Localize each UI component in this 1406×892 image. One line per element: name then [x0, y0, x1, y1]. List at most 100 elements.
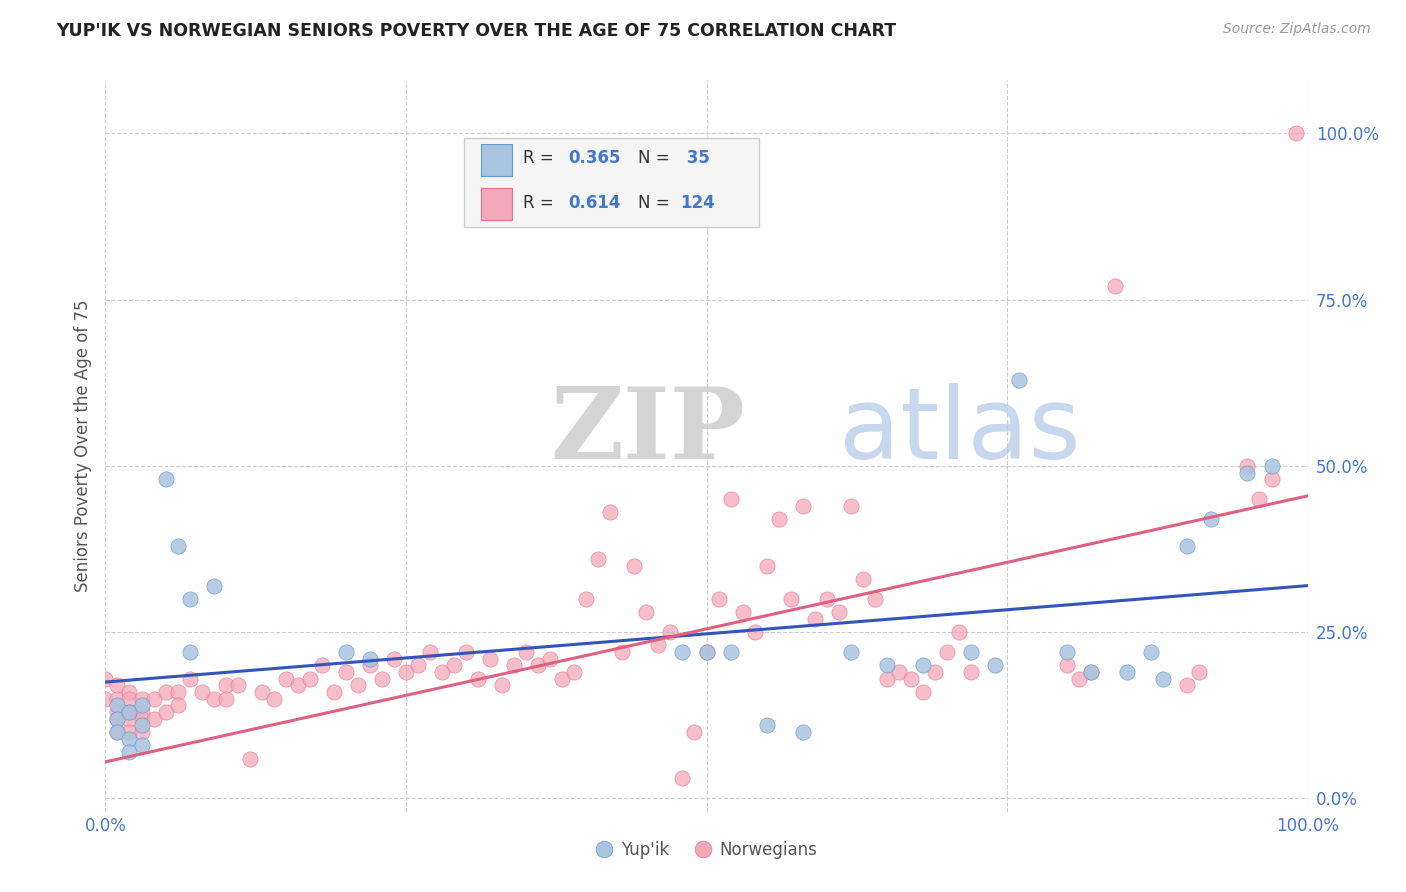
Point — [720, 645, 742, 659]
Point — [503, 658, 526, 673]
Point — [538, 652, 561, 666]
Point — [131, 725, 153, 739]
Point — [94, 691, 117, 706]
Point — [671, 645, 693, 659]
Point — [1152, 672, 1174, 686]
Point — [166, 698, 188, 713]
Text: N =: N = — [638, 149, 675, 167]
Point — [250, 685, 273, 699]
Point — [107, 712, 129, 726]
Point — [599, 506, 621, 520]
Point — [1056, 658, 1078, 673]
Text: 124: 124 — [681, 194, 716, 211]
Point — [863, 591, 886, 606]
Point — [911, 658, 934, 673]
Point — [142, 712, 165, 726]
Point — [94, 672, 117, 686]
Point — [1249, 492, 1271, 507]
Point — [214, 691, 236, 706]
Point — [155, 685, 177, 699]
Point — [1116, 665, 1139, 679]
Text: ZIP: ZIP — [550, 383, 745, 480]
Point — [454, 645, 477, 659]
Point — [960, 645, 983, 659]
Point — [491, 678, 513, 692]
Point — [430, 665, 453, 679]
Text: YUP'IK VS NORWEGIAN SENIORS POVERTY OVER THE AGE OF 75 CORRELATION CHART: YUP'IK VS NORWEGIAN SENIORS POVERTY OVER… — [56, 22, 897, 40]
Point — [779, 591, 801, 606]
Point — [226, 678, 249, 692]
Point — [887, 665, 910, 679]
Y-axis label: Seniors Poverty Over the Age of 75: Seniors Poverty Over the Age of 75 — [73, 300, 91, 592]
Point — [131, 712, 153, 726]
Point — [876, 658, 898, 673]
Point — [876, 672, 898, 686]
Point — [623, 558, 645, 573]
Point — [202, 579, 225, 593]
Point — [1236, 458, 1258, 473]
Point — [720, 492, 742, 507]
Point — [335, 645, 357, 659]
Point — [696, 645, 718, 659]
Point — [118, 691, 141, 706]
Point — [298, 672, 321, 686]
Point — [588, 552, 610, 566]
Point — [527, 658, 550, 673]
Point — [852, 572, 875, 586]
Point — [984, 658, 1007, 673]
Point — [118, 685, 141, 699]
Text: atlas: atlas — [839, 383, 1080, 480]
Point — [155, 705, 177, 719]
Point — [214, 678, 236, 692]
Point — [647, 639, 669, 653]
Point — [395, 665, 418, 679]
Point — [1056, 645, 1078, 659]
Text: R =: R = — [523, 194, 560, 211]
Point — [768, 512, 790, 526]
Point — [803, 612, 825, 626]
Point — [131, 705, 153, 719]
Point — [696, 645, 718, 659]
Point — [1260, 458, 1282, 473]
Point — [924, 665, 946, 679]
Text: R =: R = — [523, 149, 560, 167]
Point — [131, 691, 153, 706]
Point — [839, 645, 862, 659]
Point — [900, 672, 922, 686]
Point — [202, 691, 225, 706]
Point — [815, 591, 838, 606]
Point — [683, 725, 706, 739]
Point — [118, 705, 141, 719]
Point — [131, 738, 153, 752]
Point — [142, 691, 165, 706]
Point — [1188, 665, 1211, 679]
Point — [1175, 678, 1198, 692]
Point — [118, 745, 141, 759]
Point — [107, 678, 129, 692]
Point — [828, 605, 851, 619]
Point — [792, 499, 814, 513]
Point — [359, 658, 381, 673]
Point — [179, 591, 201, 606]
Point — [659, 625, 682, 640]
Point — [179, 672, 201, 686]
Point — [911, 685, 934, 699]
Point — [274, 672, 297, 686]
Point — [960, 665, 983, 679]
Point — [131, 718, 153, 732]
Text: Source: ZipAtlas.com: Source: ZipAtlas.com — [1223, 22, 1371, 37]
Point — [562, 665, 585, 679]
Point — [467, 672, 489, 686]
Point — [287, 678, 309, 692]
Point — [1080, 665, 1102, 679]
Point — [479, 652, 502, 666]
Point — [406, 658, 429, 673]
Point — [1260, 472, 1282, 486]
Point — [755, 558, 778, 573]
Point — [131, 698, 153, 713]
Point — [744, 625, 766, 640]
Point — [1080, 665, 1102, 679]
Point — [1140, 645, 1163, 659]
Point — [1201, 512, 1223, 526]
Point — [936, 645, 959, 659]
